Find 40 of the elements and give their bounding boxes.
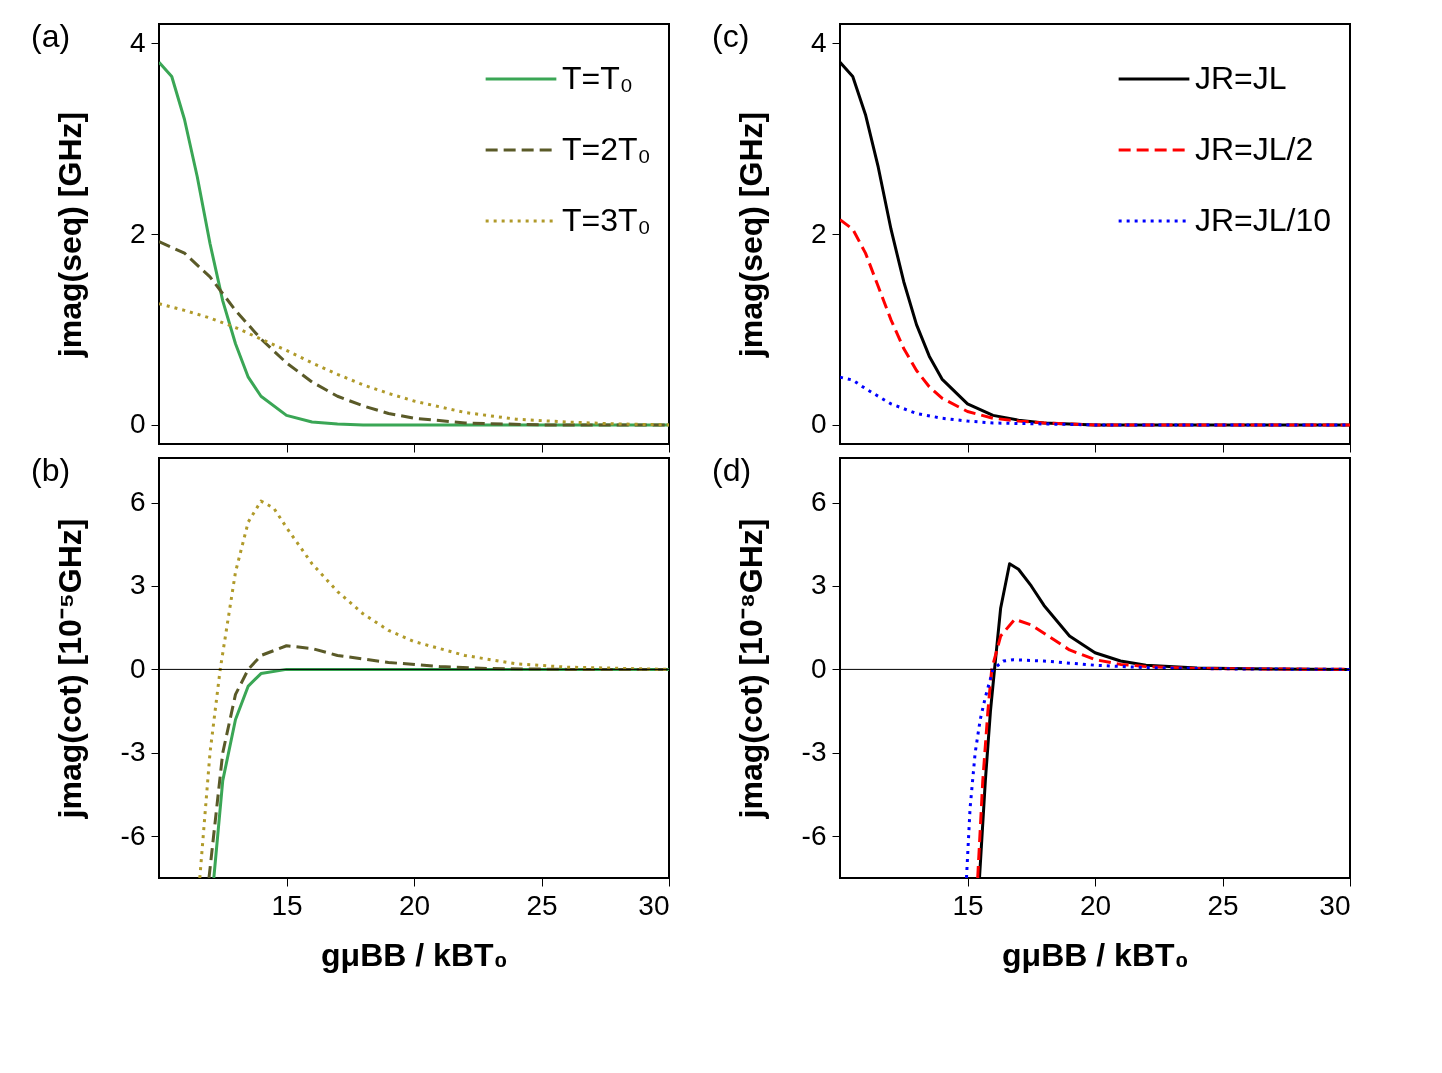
y-tick-label: -3 (801, 736, 827, 768)
legend-label: T=3T₀ (562, 202, 651, 238)
x-tick-label: 30 (638, 889, 670, 921)
y-axis-title: jmag(seq) [GHz] (51, 111, 88, 359)
y-tick-label: 0 (129, 652, 146, 684)
text: (c) (712, 18, 750, 54)
x-tick-label: 15 (952, 889, 984, 921)
x-tick-label: 15 (271, 889, 303, 921)
y-tick-label: 4 (810, 26, 827, 58)
legend-label: JR=JL/2 (1195, 131, 1314, 167)
y-tick-label: 3 (810, 569, 827, 601)
y-tick-label: 6 (129, 486, 146, 517)
y-tick-label: 3 (129, 569, 146, 601)
y-tick-label: 6 (810, 486, 827, 517)
y-tick-label: 4 (129, 26, 146, 58)
x-axis-title: gμBB / kBT₀ (1002, 936, 1189, 973)
legend-label: JR=JL (1195, 60, 1287, 96)
x-tick-label: 20 (1079, 889, 1112, 921)
y-tick-label: 0 (810, 652, 827, 684)
legend-label: JR=JL/10 (1195, 202, 1332, 238)
y-tick-label: -3 (120, 736, 146, 768)
text: (b) (31, 452, 71, 488)
y-tick-label: -6 (120, 819, 146, 851)
y-axis-title: jmag(seq) [GHz] (732, 111, 769, 359)
y-axis-title: jmag(cot) [10⁻⁸GHz] (732, 518, 769, 820)
x-tick-label: 30 (1319, 889, 1351, 921)
text: (d) (712, 452, 752, 488)
legend-label: T=T₀ (562, 60, 634, 96)
legend-label: T=2T₀ (562, 131, 651, 167)
y-tick-label: 2 (810, 217, 827, 249)
y-axis-title: jmag(cot) [10⁻⁵GHz] (51, 518, 88, 820)
x-tick-label: 25 (526, 889, 558, 921)
x-axis-title: gμBB / kBT₀ (321, 936, 508, 973)
y-tick-label: 0 (810, 408, 827, 440)
y-tick-label: 0 (129, 408, 146, 440)
y-tick-label: 2 (129, 217, 146, 249)
text: (a) (31, 18, 71, 54)
x-tick-label: 20 (398, 889, 431, 921)
y-tick-label: -6 (801, 819, 827, 851)
x-tick-label: 25 (1207, 889, 1239, 921)
